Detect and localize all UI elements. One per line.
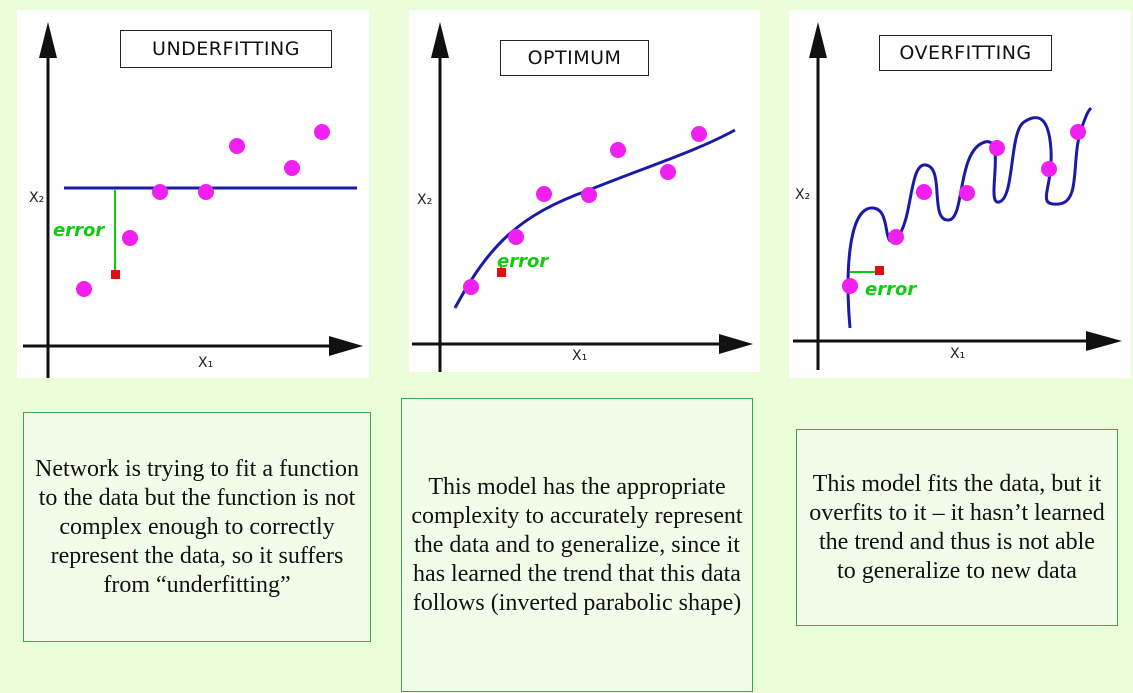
y-axis-arrow	[809, 22, 827, 58]
x-axis-arrow	[329, 336, 363, 356]
data-point	[122, 230, 138, 246]
error-sample-point	[111, 270, 120, 279]
y-axis-label: X₂	[417, 192, 432, 208]
y-axis-label: X₂	[795, 187, 810, 203]
x-axis-label: X₁	[572, 348, 587, 364]
error-label: error	[53, 220, 105, 241]
x-axis-arrow	[1086, 331, 1122, 351]
error-sample-point	[497, 268, 506, 277]
caption-text: This model fits the data, but it overfit…	[809, 470, 1105, 584]
underfitting-panel: error X₂ X₁ UNDERFITTING	[17, 10, 369, 378]
overfitting-panel: error X₂ X₁ OVERFITTING	[789, 10, 1131, 378]
y-axis-label: X₂	[29, 190, 44, 206]
fit-curve	[453, 128, 736, 309]
data-point	[581, 187, 597, 203]
data-point	[1070, 124, 1086, 140]
data-point	[989, 140, 1005, 156]
x-axis-label: X₁	[198, 355, 213, 371]
data-point	[284, 160, 300, 176]
data-point	[229, 138, 245, 154]
data-point	[610, 142, 626, 158]
data-point	[314, 124, 330, 140]
y-axis-arrow	[39, 22, 57, 58]
x-axis-label: X₁	[950, 346, 965, 362]
underfitting-plot: error X₂ X₁	[23, 22, 363, 378]
error-label: error	[497, 251, 549, 272]
underfitting-caption: Network is trying to fit a function to t…	[23, 412, 371, 642]
data-point	[76, 281, 92, 297]
data-point	[198, 184, 214, 200]
caption-text: This model has the appropriate complexit…	[411, 473, 743, 616]
y-axis-arrow	[431, 22, 449, 58]
data-point	[959, 185, 975, 201]
data-points	[76, 124, 330, 297]
panel-title: OVERFITTING	[879, 35, 1052, 71]
data-point	[1041, 161, 1057, 177]
caption-text: Network is trying to fit a function to t…	[35, 455, 359, 598]
data-point	[888, 229, 904, 245]
data-points	[842, 124, 1086, 294]
overfitting-caption: This model fits the data, but it overfit…	[796, 429, 1118, 626]
data-point	[152, 184, 168, 200]
panel-title: OPTIMUM	[500, 40, 649, 76]
data-points	[463, 126, 707, 295]
error-sample-point	[875, 266, 884, 275]
data-point	[508, 229, 524, 245]
error-label: error	[865, 279, 917, 300]
data-point	[536, 186, 552, 202]
data-point	[463, 279, 479, 295]
data-point	[660, 164, 676, 180]
panel-title: UNDERFITTING	[120, 30, 332, 68]
optimum-panel: error X₂ X₁ OPTIMUM	[409, 10, 760, 372]
data-point	[842, 278, 858, 294]
optimum-caption: This model has the appropriate complexit…	[401, 398, 753, 692]
data-point	[691, 126, 707, 142]
x-axis-arrow	[719, 334, 753, 354]
overfitting-plot: error X₂ X₁	[793, 22, 1122, 370]
data-point	[916, 184, 932, 200]
optimum-plot: error X₂ X₁	[412, 22, 753, 372]
